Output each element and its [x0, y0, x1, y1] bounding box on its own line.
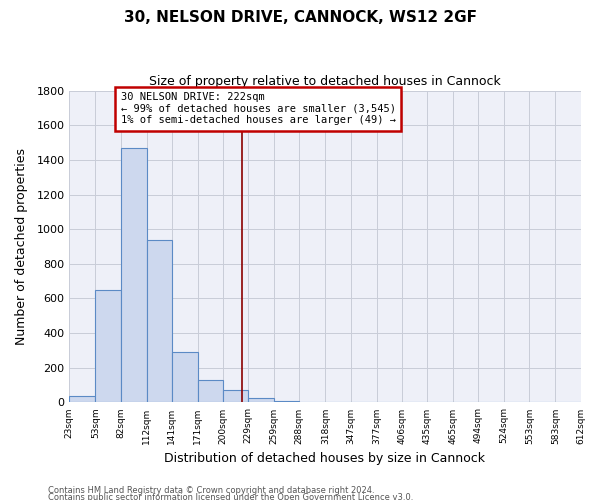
Bar: [223, 390, 248, 402]
Bar: [70, 396, 95, 402]
Bar: [248, 398, 274, 402]
Y-axis label: Number of detached properties: Number of detached properties: [15, 148, 28, 345]
X-axis label: Distribution of detached houses by size in Cannock: Distribution of detached houses by size …: [164, 452, 485, 465]
Bar: [121, 148, 146, 402]
Text: 30, NELSON DRIVE, CANNOCK, WS12 2GF: 30, NELSON DRIVE, CANNOCK, WS12 2GF: [124, 10, 476, 25]
Bar: [274, 400, 299, 402]
Text: Contains HM Land Registry data © Crown copyright and database right 2024.: Contains HM Land Registry data © Crown c…: [48, 486, 374, 495]
Text: 30 NELSON DRIVE: 222sqm
← 99% of detached houses are smaller (3,545)
1% of semi-: 30 NELSON DRIVE: 222sqm ← 99% of detache…: [121, 92, 395, 126]
Text: Contains public sector information licensed under the Open Government Licence v3: Contains public sector information licen…: [48, 494, 413, 500]
Bar: [198, 380, 223, 402]
Bar: [172, 352, 198, 403]
Title: Size of property relative to detached houses in Cannock: Size of property relative to detached ho…: [149, 75, 501, 88]
Bar: [95, 290, 121, 403]
Bar: [146, 240, 172, 402]
